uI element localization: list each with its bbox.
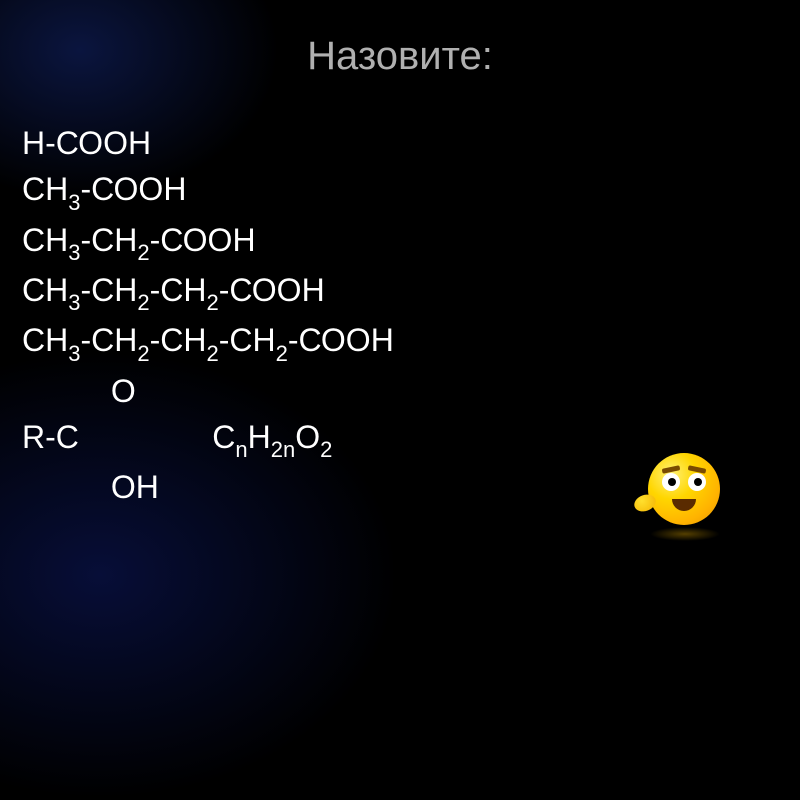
formula-line: СН3-СН2-СН2-СН2-СООН xyxy=(22,317,394,367)
formula-line: СН3-СООН xyxy=(22,166,394,216)
formula-line: R-С СnН2nО2 xyxy=(22,414,394,464)
formula-text: -СН xyxy=(80,222,137,258)
formula-text: СН xyxy=(22,222,68,258)
formula-text: Н xyxy=(248,419,271,455)
subscript: 3 xyxy=(68,240,80,265)
formula-line: О xyxy=(22,368,394,414)
formula-text: -СН xyxy=(80,322,137,358)
emoji-body xyxy=(648,453,720,525)
emoji-eye-right xyxy=(688,473,706,491)
formula-line: ОН xyxy=(22,464,394,510)
subscript: 3 xyxy=(68,341,80,366)
emoji-pupil-left xyxy=(668,478,676,486)
formula-text: -СООН xyxy=(288,322,394,358)
formula-text: -СООН xyxy=(80,171,186,207)
formula-text: СН xyxy=(22,171,68,207)
formula-text: -СН xyxy=(150,272,207,308)
formula-text: СН xyxy=(22,272,68,308)
subscript: 2 xyxy=(206,341,218,366)
emoji-eye-left xyxy=(662,473,680,491)
subscript: 2 xyxy=(276,341,288,366)
emoji-pupil-right xyxy=(694,478,702,486)
formula-list: Н-СООНСН3-СООНСН3-СН2-СООНСН3-СН2-СН2-СО… xyxy=(22,120,394,511)
formula-line: СН3-СН2-СООН xyxy=(22,217,394,267)
thinking-emoji xyxy=(640,445,730,535)
subscript: 2 xyxy=(320,437,332,462)
formula-text: ОН xyxy=(22,469,159,505)
subscript: n xyxy=(235,437,247,462)
subscript: 2 xyxy=(137,290,149,315)
formula-line: Н-СООН xyxy=(22,120,394,166)
subscript: 3 xyxy=(68,290,80,315)
formula-text: -СООН xyxy=(150,222,256,258)
formula-text: -СН xyxy=(219,322,276,358)
subscript: 2 xyxy=(206,290,218,315)
formula-line: СН3-СН2-СН2-СООН xyxy=(22,267,394,317)
formula-text: -СООН xyxy=(219,272,325,308)
formula-text: -СН xyxy=(80,272,137,308)
formula-text: Н-СООН xyxy=(22,125,151,161)
subscript: 2n xyxy=(271,437,295,462)
subscript: 2 xyxy=(137,240,149,265)
slide-title: Назовите: xyxy=(0,34,800,79)
formula-text: -СН xyxy=(150,322,207,358)
emoji-shadow xyxy=(650,527,720,541)
formula-text: О xyxy=(295,419,320,455)
formula-text: О xyxy=(22,373,136,409)
formula-text: СН xyxy=(22,322,68,358)
subscript: 2 xyxy=(137,341,149,366)
formula-text: R-С С xyxy=(22,419,235,455)
subscript: 3 xyxy=(68,190,80,215)
